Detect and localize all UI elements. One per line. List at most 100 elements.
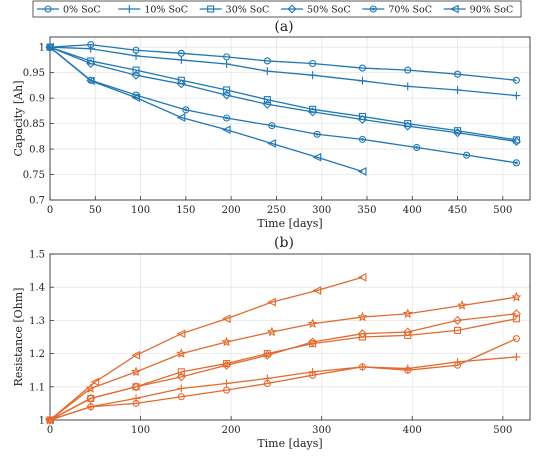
capacity-data-point	[403, 121, 413, 131]
resistance-y-tick-label: 1.1	[29, 382, 45, 393]
capacity-data-point	[263, 96, 271, 104]
resistance-data-point	[266, 326, 277, 337]
legend-marker	[125, 5, 134, 13]
capacity-series-1	[46, 41, 520, 84]
resistance-data-point	[357, 329, 367, 339]
resistance-data-point	[222, 379, 231, 388]
resistance-data-point	[512, 315, 520, 323]
capacity-data-point	[453, 70, 462, 78]
panel-label-b: (b)	[274, 235, 294, 251]
capacity-data-point	[463, 151, 471, 159]
resistance-data-point	[309, 371, 317, 379]
capacity-x-tick-label: 350	[357, 205, 376, 216]
resistance-x-tick-label: 100	[131, 425, 150, 436]
capacity-y-tick-label: 0.75	[23, 170, 45, 181]
capacity-data-point	[86, 58, 96, 69]
capacity-data-point	[413, 143, 421, 152]
panel-label-a: (a)	[274, 19, 293, 35]
resistance-series-6	[45, 272, 367, 425]
resistance-data-point	[457, 300, 468, 310]
legend-entry: 10% SoC	[118, 5, 188, 16]
capacity-data-point	[313, 130, 321, 138]
capacity-data-point	[86, 44, 95, 53]
capacity-data-point	[223, 114, 231, 122]
legend-marker	[287, 4, 297, 14]
resistance-x-tick-label: 400	[403, 425, 422, 436]
resistance-data-point	[223, 360, 231, 368]
resistance-data-point	[131, 382, 141, 392]
legend-marker	[207, 5, 215, 13]
resistance-data-point	[263, 374, 272, 383]
resistance-chart: 0 100 200 300 400 500 1 1.1 1.2 1.3 1.4 1.5 Time [da…	[12, 250, 531, 450]
resistance-series-2	[46, 335, 520, 424]
legend-label: 50% SoC	[307, 5, 351, 16]
resistance-series-line	[49, 276, 363, 421]
capacity-data-point	[263, 67, 272, 76]
legend-label: 90% SoC	[470, 5, 514, 16]
capacity-data-point	[512, 91, 521, 100]
capacity-data-point	[176, 113, 186, 122]
capacity-x-tick-label: 50	[89, 205, 102, 216]
capacity-y-tick-label: 0.95	[23, 68, 45, 79]
resistance-data-point	[267, 297, 276, 307]
capacity-data-point	[453, 85, 462, 94]
resistance-data-point	[312, 286, 322, 295]
resistance-y-tick-label: 1	[39, 416, 45, 427]
resistance-data-point	[263, 379, 271, 388]
resistance-data-point	[357, 272, 367, 282]
resistance-data-point	[511, 309, 521, 319]
resistance-y-tick-label: 1.3	[29, 316, 45, 327]
legend-marker	[369, 5, 377, 13]
legend-marker	[449, 4, 459, 14]
legend-entry: 30% SoC	[199, 5, 269, 16]
capacity-data-point	[131, 70, 141, 80]
resistance-data-point	[358, 363, 367, 371]
capacity-data-point	[308, 71, 317, 80]
legend-entry: 70% SoC	[362, 5, 432, 16]
resistance-series-5	[44, 291, 522, 425]
legend-marker	[44, 5, 52, 13]
capacity-data-point	[222, 90, 232, 100]
resistance-x-tick-label: 500	[493, 425, 512, 436]
resistance-data-point	[453, 315, 463, 325]
resistance-data-point	[177, 384, 186, 393]
capacity-series-line	[49, 46, 363, 173]
capacity-data-point	[511, 136, 521, 146]
capacity-data-point	[263, 57, 271, 65]
capacity-data-point	[308, 107, 318, 117]
capacity-series-line	[49, 46, 517, 143]
resistance-data-point	[511, 291, 522, 302]
capacity-x-tick-label: 450	[448, 205, 467, 216]
resistance-data-point	[176, 372, 186, 382]
resistance-data-point	[309, 340, 317, 348]
capacity-series-2	[46, 43, 521, 100]
resistance-data-point	[86, 393, 96, 403]
legend: 0% SoC 10% SoC 30% SoC 50% SoC 70% SoC 90% So…	[32, 0, 522, 18]
resistance-data-point	[132, 399, 140, 407]
resistance-data-point	[177, 368, 185, 376]
capacity-y-tick-label: 0.8	[29, 145, 45, 156]
capacity-x-tick-label: 100	[131, 205, 150, 216]
capacity-data-point	[453, 127, 462, 135]
legend-label: 0% SoC	[63, 5, 101, 16]
capacity-axes-frame	[49, 36, 531, 201]
legend-label: 70% SoC	[388, 5, 432, 16]
capacity-data-point	[267, 139, 276, 148]
resistance-series-line	[49, 338, 517, 421]
resistance-data-point	[404, 366, 412, 374]
resistance-data-point	[262, 350, 272, 360]
capacity-y-tick-label: 0.9	[29, 94, 45, 105]
resistance-series-line	[49, 313, 517, 421]
legend-label: 10% SoC	[144, 5, 188, 16]
capacity-data-point	[358, 135, 367, 143]
capacity-data-point	[309, 59, 317, 68]
legend-entry: 50% SoC	[281, 4, 351, 16]
legend-box	[32, 0, 522, 18]
capacity-chart: 0 50 100 150 200 250 300 350 400 450 500 0.7 0.75 0.8…	[12, 36, 531, 230]
resistance-x-tick-label: 300	[312, 425, 331, 436]
capacity-x-tick-label: 150	[176, 205, 195, 216]
capacity-x-tick-label: 200	[222, 205, 241, 216]
resistance-data-point	[87, 403, 95, 411]
capacity-data-point	[262, 99, 272, 109]
